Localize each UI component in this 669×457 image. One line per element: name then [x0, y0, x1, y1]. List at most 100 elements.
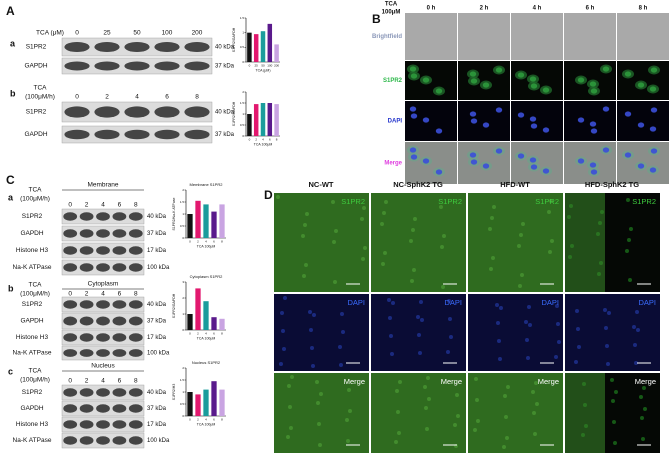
protein-label: S1PR2	[22, 301, 43, 308]
tissue-speck	[310, 346, 314, 350]
bar	[203, 389, 209, 416]
size-label: 40 kDa	[147, 390, 167, 396]
x-tick-label: 25	[255, 63, 259, 67]
y-tick-label: 0	[242, 134, 244, 138]
x-tick-label: 4	[262, 137, 264, 141]
protein-label: GAPDH	[20, 405, 43, 412]
nucleus	[649, 126, 657, 132]
tissue-speck	[384, 200, 388, 204]
lane-label: 0	[68, 291, 72, 298]
y-tick-label: 1	[182, 212, 184, 216]
tissue-speck	[334, 229, 338, 233]
blot-band	[96, 388, 110, 397]
nucleus	[589, 162, 597, 168]
tissue-speck	[604, 326, 608, 330]
tissue-speck	[574, 360, 578, 364]
blot-band	[128, 404, 143, 413]
blot-band	[128, 349, 143, 357]
bar	[247, 32, 252, 62]
tissue-speck	[311, 364, 315, 368]
tissue-speck	[319, 392, 323, 396]
nucleus	[422, 77, 430, 83]
tissue-speck	[625, 249, 629, 253]
tissue-speck	[448, 317, 452, 321]
nucleus	[589, 81, 597, 87]
tissue-speck	[607, 311, 611, 315]
channel-label: DAPI	[638, 298, 656, 307]
tissue-speck	[528, 323, 532, 327]
row-label: DAPI	[388, 119, 403, 125]
nucleus	[529, 157, 537, 163]
blot-band	[124, 129, 150, 140]
lane-label: 4	[135, 94, 139, 101]
bar	[211, 381, 217, 416]
size-label: 17 kDa	[147, 422, 167, 428]
bar	[247, 114, 252, 136]
blot-band	[94, 129, 120, 140]
tissue-speck	[628, 278, 632, 282]
sub-panel-label: c	[8, 366, 13, 376]
fraction-title: Membrane	[87, 182, 118, 189]
micrograph	[274, 193, 369, 292]
tissue-speck	[305, 212, 309, 216]
micrograph	[511, 13, 563, 60]
y-tick-label: 2	[182, 366, 184, 370]
blot-band	[128, 333, 143, 342]
protein-label: S1PR2	[26, 109, 47, 116]
x-tick-label: 50	[261, 63, 265, 67]
micrograph	[458, 13, 510, 60]
blot-band	[112, 388, 127, 397]
blot-band	[96, 246, 110, 255]
tissue-speck	[531, 390, 535, 394]
lane-label: 4	[101, 291, 105, 298]
blot-band	[79, 333, 94, 342]
chart-title: Nucleus S1PR2	[192, 360, 221, 365]
tissue-speck	[417, 333, 421, 337]
nucleus	[602, 66, 610, 72]
tissue-speck	[380, 222, 384, 226]
blot-band	[64, 129, 90, 140]
size-label: 40 kDa	[147, 302, 167, 308]
blot-band	[94, 106, 120, 118]
tissue-speck	[527, 305, 531, 309]
lane-label: 2	[105, 94, 109, 101]
nucleus	[435, 128, 443, 134]
x-axis-title: TCA 100μM	[197, 336, 216, 340]
tissue-speck	[627, 238, 631, 242]
nucleus	[577, 77, 585, 83]
tissue-speck	[488, 227, 492, 231]
tissue-speck	[419, 300, 423, 304]
blot-band	[154, 106, 180, 118]
tissue-speck	[360, 217, 364, 221]
nucleus	[530, 83, 538, 89]
blot-band	[79, 316, 94, 326]
micrograph	[564, 13, 616, 60]
bar	[253, 34, 259, 62]
lane-label: 0	[68, 202, 72, 209]
blot-band	[96, 333, 110, 342]
y-tick-label: 0.5	[180, 402, 185, 406]
blot-band	[112, 349, 127, 357]
lane-label: 6	[118, 202, 122, 209]
x-tick-label: 2	[255, 137, 257, 141]
nucleus	[649, 86, 657, 92]
blot-band	[64, 106, 90, 118]
column-label: 8 h	[639, 6, 648, 12]
bar	[267, 103, 273, 136]
tissue-speck	[520, 273, 524, 277]
lane-label: 200	[192, 30, 203, 37]
tissue-speck	[304, 263, 308, 267]
blot-band	[112, 229, 127, 238]
tissue-speck	[426, 376, 430, 380]
blot-band	[63, 420, 78, 429]
tissue-edge	[565, 193, 605, 292]
y-tick-label: 1.5	[180, 378, 185, 382]
tissue-speck	[416, 315, 420, 319]
blot-band	[63, 333, 78, 342]
tissue-speck	[315, 380, 319, 384]
blot-band	[63, 349, 78, 357]
tissue-speck	[474, 377, 478, 381]
tissue-speck	[640, 416, 644, 420]
blot-band	[112, 300, 127, 309]
size-label: 37 kDa	[215, 132, 235, 138]
